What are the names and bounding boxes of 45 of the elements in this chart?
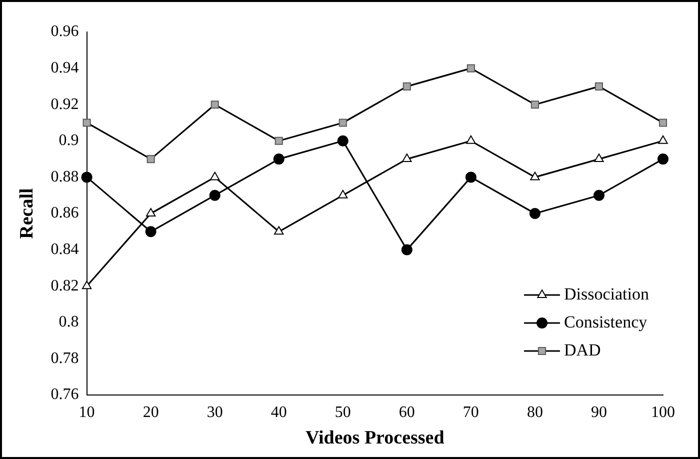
y-tick-label: 0.94 bbox=[50, 60, 79, 77]
point bbox=[401, 244, 412, 256]
legend-label: Consistency bbox=[564, 312, 648, 332]
point bbox=[593, 190, 604, 201]
y-tick-label: 0.9 bbox=[58, 132, 79, 150]
x-tick-label: 80 bbox=[526, 404, 543, 421]
y-tick-label: 0.86 bbox=[50, 204, 79, 222]
y-tick-label: 0.88 bbox=[50, 168, 79, 186]
point bbox=[466, 135, 476, 144]
y-tick-label: 0.78 bbox=[50, 350, 79, 367]
y-tick-label: 0.76 bbox=[50, 386, 79, 404]
y-axis-title: Recall bbox=[16, 188, 38, 239]
point bbox=[338, 190, 348, 198]
x-tick-label: 10 bbox=[78, 404, 95, 421]
point bbox=[658, 154, 668, 165]
x-tick-label: 70 bbox=[462, 404, 479, 421]
y-tick-label: 0.84 bbox=[50, 241, 79, 258]
point bbox=[658, 135, 668, 144]
point bbox=[210, 172, 220, 180]
point bbox=[273, 154, 284, 165]
x-tick-label: 60 bbox=[398, 404, 415, 421]
point bbox=[594, 154, 604, 162]
x-tick-label: 50 bbox=[334, 404, 351, 421]
point bbox=[530, 172, 540, 180]
point bbox=[145, 226, 156, 238]
point bbox=[274, 226, 284, 235]
point bbox=[402, 154, 412, 162]
x-tick-label: 40 bbox=[270, 404, 287, 421]
legend-label: Dissociation bbox=[564, 284, 650, 304]
point bbox=[529, 208, 540, 219]
point bbox=[337, 135, 348, 146]
y-tick-label: 0.92 bbox=[50, 96, 79, 113]
point bbox=[209, 190, 220, 201]
x-tick-label: 90 bbox=[590, 404, 607, 421]
y-tick-label: 0.96 bbox=[50, 23, 79, 40]
point bbox=[146, 208, 156, 216]
x-tick-label: 30 bbox=[206, 404, 223, 421]
x-tick-label: 20 bbox=[142, 404, 159, 421]
y-tick-label: 0.8 bbox=[58, 314, 79, 331]
y-tick-label: 0.82 bbox=[50, 277, 79, 294]
x-axis-title: Videos Processed bbox=[306, 428, 445, 449]
x-tick-label: 100 bbox=[651, 404, 675, 421]
legend-label: DAD bbox=[564, 340, 601, 360]
point bbox=[81, 172, 92, 183]
point bbox=[465, 172, 476, 183]
